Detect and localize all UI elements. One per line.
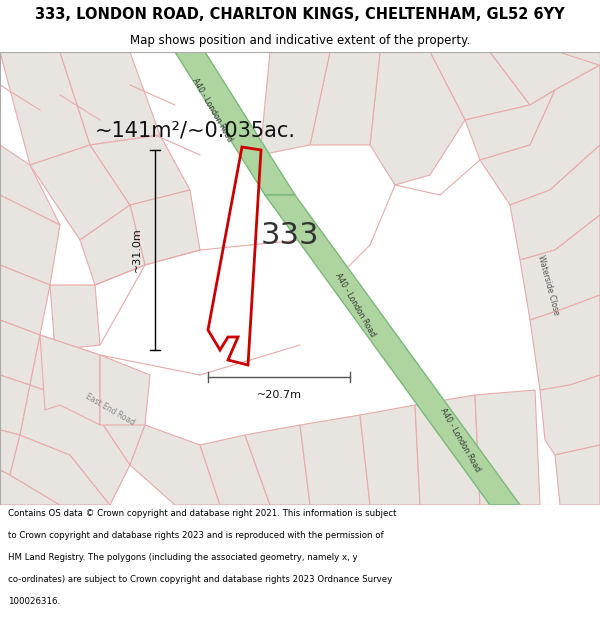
Polygon shape <box>50 285 100 350</box>
Polygon shape <box>0 430 20 475</box>
Text: A40 - London Road: A40 - London Road <box>438 406 482 474</box>
Text: co-ordinates) are subject to Crown copyright and database rights 2023 Ordnance S: co-ordinates) are subject to Crown copyr… <box>8 575 392 584</box>
Text: A40 - London Road: A40 - London Road <box>333 271 377 339</box>
Polygon shape <box>300 415 370 505</box>
Polygon shape <box>370 52 465 185</box>
Polygon shape <box>0 265 50 335</box>
Text: East End Road: East End Road <box>84 392 136 428</box>
Polygon shape <box>360 405 420 505</box>
Polygon shape <box>90 135 190 205</box>
Polygon shape <box>10 435 110 505</box>
Polygon shape <box>0 145 60 225</box>
Polygon shape <box>40 335 60 410</box>
Text: Map shows position and indicative extent of the property.: Map shows position and indicative extent… <box>130 34 470 47</box>
Polygon shape <box>40 335 100 425</box>
Polygon shape <box>0 470 60 505</box>
Polygon shape <box>530 295 600 390</box>
Polygon shape <box>0 52 90 165</box>
Polygon shape <box>60 52 160 145</box>
Polygon shape <box>0 375 30 435</box>
Polygon shape <box>490 52 600 105</box>
Text: HM Land Registry. The polygons (including the associated geometry, namely x, y: HM Land Registry. The polygons (includin… <box>8 553 358 562</box>
Text: A40 - London Road: A40 - London Road <box>190 76 234 144</box>
Polygon shape <box>540 375 600 455</box>
Polygon shape <box>130 190 200 265</box>
Polygon shape <box>20 385 130 505</box>
Polygon shape <box>265 195 520 505</box>
Polygon shape <box>245 425 310 505</box>
Text: ~141m²/~0.035ac.: ~141m²/~0.035ac. <box>95 120 296 140</box>
Polygon shape <box>555 445 600 505</box>
Polygon shape <box>30 335 145 465</box>
Polygon shape <box>0 195 60 285</box>
Polygon shape <box>465 90 555 160</box>
Polygon shape <box>480 65 600 205</box>
Polygon shape <box>130 425 220 505</box>
Text: Waterside Close: Waterside Close <box>536 254 560 316</box>
Polygon shape <box>510 145 600 260</box>
Text: Contains OS data © Crown copyright and database right 2021. This information is : Contains OS data © Crown copyright and d… <box>8 509 397 518</box>
Text: 333: 333 <box>261 221 319 249</box>
Text: to Crown copyright and database rights 2023 and is reproduced with the permissio: to Crown copyright and database rights 2… <box>8 531 383 540</box>
Polygon shape <box>520 215 600 320</box>
Text: ~31.0m: ~31.0m <box>132 228 142 272</box>
Polygon shape <box>175 52 295 195</box>
Polygon shape <box>415 395 480 505</box>
Text: 100026316.: 100026316. <box>8 598 60 606</box>
Polygon shape <box>260 52 330 155</box>
Text: 333, LONDON ROAD, CHARLTON KINGS, CHELTENHAM, GL52 6YY: 333, LONDON ROAD, CHARLTON KINGS, CHELTE… <box>35 7 565 22</box>
Text: ~20.7m: ~20.7m <box>257 390 302 400</box>
Polygon shape <box>475 390 540 505</box>
Polygon shape <box>430 52 530 120</box>
Polygon shape <box>30 145 130 240</box>
Polygon shape <box>310 52 380 145</box>
Polygon shape <box>80 205 145 285</box>
Polygon shape <box>560 52 600 65</box>
Polygon shape <box>200 435 270 505</box>
Polygon shape <box>100 355 150 425</box>
Polygon shape <box>0 320 40 385</box>
